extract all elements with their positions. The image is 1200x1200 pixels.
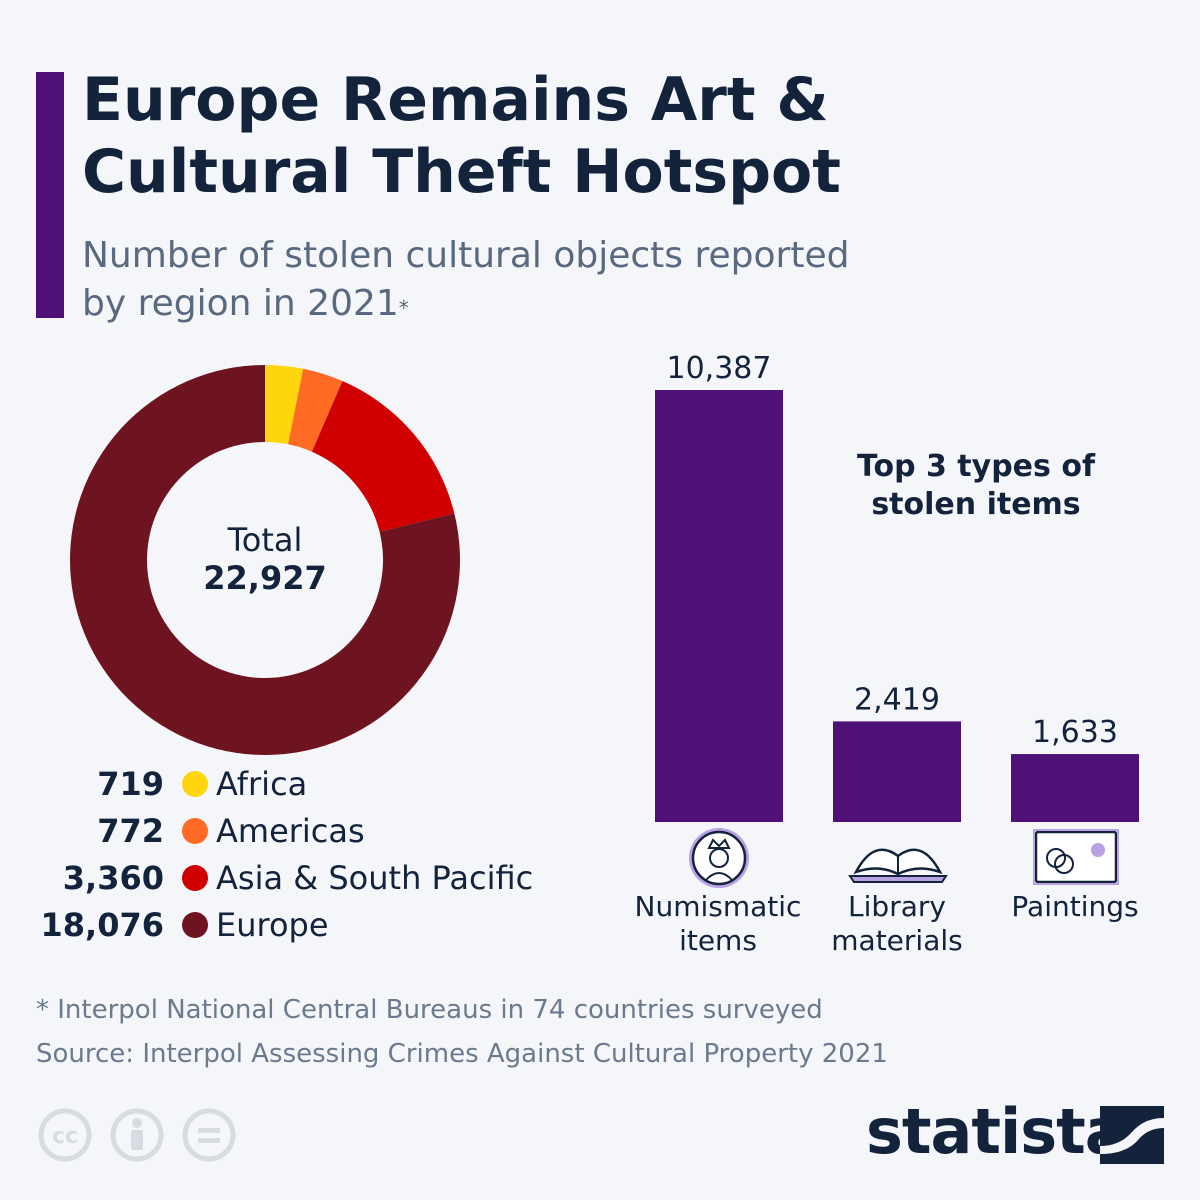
category-label-paintings: Paintings (985, 890, 1165, 924)
category-label-library-line-2: materials (831, 924, 963, 957)
legend-dot-asia (182, 865, 208, 891)
donut-slice-americas (288, 368, 343, 452)
legend-label-americas: Americas (216, 812, 365, 850)
donut-slice-europe (70, 365, 460, 755)
donut-slice-africa (265, 365, 304, 445)
category-label-library-line-1: Library (848, 890, 946, 923)
legend-value-americas: 772 (97, 812, 164, 850)
legend-value-europe: 18,076 (40, 906, 164, 944)
source-note: Source: Interpol Assessing Crimes Agains… (36, 1039, 888, 1069)
bar-paintings (1011, 754, 1139, 822)
no-derivatives-icon[interactable] (182, 1108, 236, 1162)
bar-value-label-numismatic: 10,387 (667, 351, 772, 386)
statista-logo-mark[interactable] (1100, 1106, 1164, 1164)
legend-item-europe: 18,076 Europe (40, 903, 600, 950)
legend-item-africa: 719 Africa (40, 762, 600, 809)
subtitle-line-1: Number of stolen cultural objects report… (82, 235, 850, 276)
legend-label-asia: Asia & South Pacific (216, 859, 534, 897)
donut-center-label: Total (227, 521, 303, 559)
legend-item-asia: 3,360 Asia & South Pacific (40, 856, 600, 903)
bar-value-label-library: 2,419 (854, 682, 940, 717)
category-label-library: Library materials (807, 890, 987, 958)
legend-value-africa: 719 (97, 765, 164, 803)
donut-legend: 719 Africa 772 Americas 3,360 Asia & Sou… (40, 762, 600, 950)
title-line-1: Europe Remains Art & (82, 65, 829, 135)
legend-dot-europe (182, 912, 208, 938)
donut-center-value: 22,927 (203, 559, 326, 597)
attribution-icon[interactable] (110, 1108, 164, 1162)
book-icon (848, 848, 948, 883)
subtitle: Number of stolen cultural objects report… (82, 232, 1082, 328)
legend-label-africa: Africa (216, 765, 308, 803)
donut-chart: Total 22,927 (70, 365, 460, 755)
donut-slice-asia-south-pacific (311, 381, 455, 532)
cc-icon[interactable]: cc (38, 1108, 92, 1162)
svg-text:cc: cc (52, 1124, 78, 1149)
legend-dot-americas (182, 818, 208, 844)
bar-chart-title-line-1: Top 3 types of (856, 449, 1095, 484)
bar-numismatic (655, 390, 783, 822)
legend-value-asia: 3,360 (62, 859, 164, 897)
bar-chart-title: Top 3 types of stolen items (840, 448, 1112, 524)
category-label-paintings-line-1: Paintings (1011, 890, 1139, 923)
bar-chart: 10,387 2,419 1,633 (655, 351, 1139, 822)
bar-value-label-paintings: 1,633 (1032, 715, 1118, 750)
category-label-numismatic-line-2: items (679, 924, 757, 957)
painting-icon (1033, 829, 1119, 885)
subtitle-line-2: by region in 2021 (82, 283, 399, 324)
accent-bar (36, 72, 64, 318)
legend-label-europe: Europe (216, 906, 329, 944)
subtitle-footnote-marker: * (398, 296, 409, 320)
title-line-2: Cultural Theft Hotspot (82, 137, 841, 207)
bar-chart-title-line-2: stolen items (871, 487, 1081, 522)
legend-item-americas: 772 Americas (40, 809, 600, 856)
bar-library (833, 721, 961, 822)
coin-icon (689, 828, 749, 888)
page-title: Europe Remains Art & Cultural Theft Hots… (82, 64, 1162, 208)
category-label-numismatic: Numismatic items (628, 890, 808, 958)
footnote: * Interpol National Central Bureaus in 7… (36, 995, 823, 1025)
category-label-numismatic-line-1: Numismatic (634, 890, 802, 923)
legend-dot-africa (182, 771, 208, 797)
statista-logo[interactable]: statista (866, 1095, 1127, 1168)
